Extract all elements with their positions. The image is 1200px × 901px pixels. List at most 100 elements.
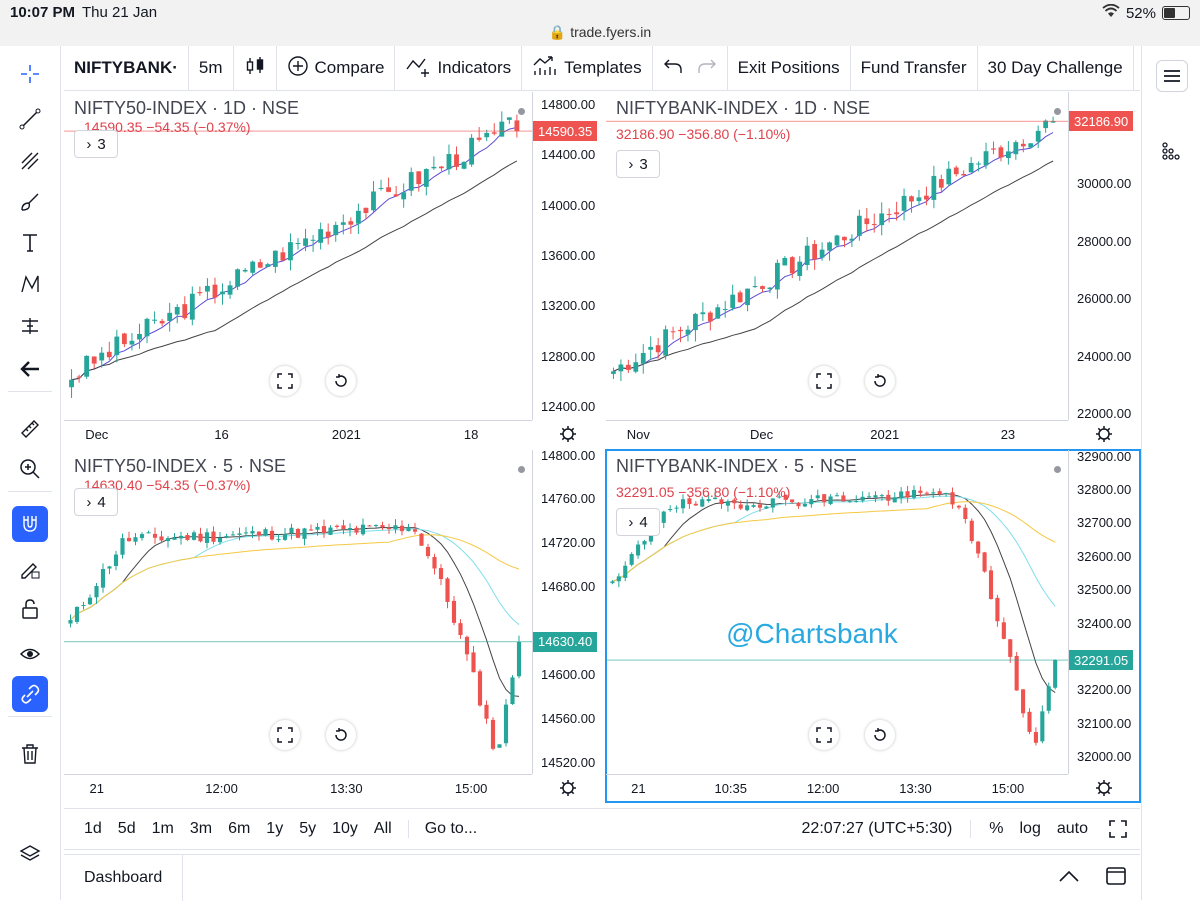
redo-icon[interactable] xyxy=(697,57,717,80)
pane-legend[interactable]: NIFTYBANK-INDEX · 1D · NSE xyxy=(616,98,871,118)
price-axis[interactable]: 14800.00 14760.00 14720.00 14680.00 14600.00… xyxy=(532,448,604,774)
expand-icon[interactable] xyxy=(269,720,300,750)
fund-transfer-button[interactable]: Fund Transfer xyxy=(851,46,978,90)
text-icon[interactable] xyxy=(12,224,48,260)
chart-style-button[interactable] xyxy=(234,46,277,90)
overflow-item[interactable]: S xyxy=(1134,46,1140,90)
settings-gear-icon[interactable] xyxy=(558,424,578,444)
address-bar[interactable]: 🔒 trade.fyers.in xyxy=(0,24,1200,41)
expand-icon[interactable] xyxy=(809,366,840,396)
log-label: log xyxy=(1019,820,1041,837)
link-icon[interactable] xyxy=(12,676,48,712)
price-chart[interactable] xyxy=(64,92,532,420)
reset-icon[interactable] xyxy=(865,366,896,396)
chart-pane-4[interactable]: NIFTYBANK-INDEX · 5 · NSE 32291.05 −356.8… xyxy=(605,449,1141,803)
moving-average-line xyxy=(613,132,1054,372)
range-10y[interactable]: 10y xyxy=(332,820,358,837)
settings-gear-icon[interactable] xyxy=(558,778,578,798)
expand-icon[interactable] xyxy=(269,366,300,396)
reset-icon[interactable] xyxy=(325,366,356,396)
range-5y[interactable]: 5y xyxy=(299,820,317,837)
range-1d[interactable]: 1d xyxy=(84,820,102,837)
price-axis[interactable]: 32900.00 32800.00 32700.00 32600.00 32500.00… xyxy=(1068,449,1140,774)
range-1m[interactable]: 1m xyxy=(151,820,174,837)
indicator-toggle-button[interactable]: › 3 xyxy=(74,130,118,158)
chart-pane-3[interactable]: NIFTY50-INDEX · 5 · NSE 14630.40 −54.35 (… xyxy=(64,448,604,802)
drawing-toolbar xyxy=(0,46,61,900)
maximize-panel-icon[interactable] xyxy=(1092,866,1140,890)
unlock-icon[interactable] xyxy=(12,591,48,627)
ruler-icon[interactable] xyxy=(12,411,48,447)
range-3m[interactable]: 3m xyxy=(189,820,213,837)
exchange-name: NSE xyxy=(833,98,871,118)
time-axis[interactable]: 21 10:35 12:00 13:30 15:00 xyxy=(606,774,1068,802)
compare-button[interactable]: Compare xyxy=(277,46,396,90)
layers-icon[interactable] xyxy=(12,836,48,872)
auto-toggle[interactable]: auto xyxy=(1049,820,1096,838)
symbol-search-button[interactable]: NIFTYBANK· xyxy=(64,46,189,90)
trash-icon[interactable] xyxy=(12,736,48,772)
pattern-icon[interactable] xyxy=(12,266,48,302)
clock-display[interactable]: 22:07:27 (UTC+5:30) xyxy=(784,820,972,838)
collapse-icon[interactable] xyxy=(1046,869,1092,888)
time-tick-label: 15:00 xyxy=(991,781,1025,796)
indicator-toggle-button[interactable]: › 4 xyxy=(74,488,118,516)
brush-icon[interactable] xyxy=(12,184,48,220)
time-axis[interactable]: 21 12:00 13:30 15:00 xyxy=(64,774,532,802)
price-axis[interactable]: 14800.00 14400.00 14000.00 13600.00 13200.00… xyxy=(532,92,604,420)
candle xyxy=(636,540,641,559)
menu-icon[interactable] xyxy=(1156,60,1188,92)
reset-icon[interactable] xyxy=(325,720,356,750)
interval-button[interactable]: 5m xyxy=(189,46,234,90)
log-toggle[interactable]: log xyxy=(1012,820,1049,838)
indicators-button[interactable]: Indicators xyxy=(395,46,523,90)
chart-pane-1[interactable]: NIFTY50-INDEX · 1D · NSE 14590.35 −54.35 … xyxy=(64,92,604,448)
goto-button[interactable]: Go to... xyxy=(409,820,493,838)
dashboard-tab[interactable]: Dashboard xyxy=(64,855,184,901)
range-all[interactable]: All xyxy=(373,820,392,837)
indicator-toggle-button[interactable]: › 4 xyxy=(616,508,660,536)
fullscreen-icon[interactable] xyxy=(1096,819,1140,839)
time-axis[interactable]: Dec 16 2021 18 xyxy=(64,420,532,448)
settings-gear-icon[interactable] xyxy=(1094,424,1114,444)
settings-gear-icon[interactable] xyxy=(1094,778,1114,798)
range-1y[interactable]: 1y xyxy=(266,820,284,837)
candle xyxy=(84,355,90,379)
moving-average-line xyxy=(70,526,520,697)
crosshair-icon[interactable] xyxy=(12,56,48,92)
percent-toggle[interactable]: % xyxy=(971,820,1011,838)
measure-icon[interactable] xyxy=(12,308,48,344)
object-tree-icon[interactable] xyxy=(1156,136,1186,166)
challenge-button[interactable]: 30 Day Challenge xyxy=(978,46,1134,90)
price-tick-label: 24000.00 xyxy=(1077,348,1132,364)
fib-icon[interactable] xyxy=(12,143,48,179)
eye-icon[interactable] xyxy=(12,636,48,672)
price-chart[interactable] xyxy=(606,92,1068,420)
candle xyxy=(905,485,910,503)
range-5d[interactable]: 5d xyxy=(117,820,136,837)
chart-pane-2[interactable]: NIFTYBANK-INDEX · 1D · NSE 32186.90 −356.… xyxy=(606,92,1140,448)
indicator-toggle-button[interactable]: › 3 xyxy=(616,150,660,178)
candle xyxy=(191,530,197,541)
exit-positions-button[interactable]: Exit Positions xyxy=(728,46,851,90)
expand-icon[interactable] xyxy=(809,720,840,750)
time-axis[interactable]: Nov Dec 2021 23 xyxy=(606,420,1068,448)
templates-button[interactable]: Templates xyxy=(522,46,653,90)
zoom-in-icon[interactable] xyxy=(12,451,48,487)
range-6m[interactable]: 6m xyxy=(228,820,251,837)
back-arrow-icon[interactable] xyxy=(12,351,48,387)
price-quote: 32291.05 −356.80 (−1.10%) xyxy=(616,484,790,500)
candle xyxy=(931,488,936,499)
candle xyxy=(751,501,756,508)
pane-legend[interactable]: NIFTYBANK-INDEX · 5 · NSE xyxy=(616,456,858,476)
magnet-icon[interactable] xyxy=(12,506,48,542)
price-chart[interactable] xyxy=(64,450,532,774)
trend-line-icon[interactable] xyxy=(12,101,48,137)
candle xyxy=(419,533,424,546)
undo-icon[interactable] xyxy=(663,57,683,80)
pane-legend[interactable]: NIFTY50-INDEX · 5 · NSE 14630.40 −54.35 (… xyxy=(74,456,287,493)
reset-icon[interactable] xyxy=(865,720,896,750)
price-axis[interactable]: 30000.00 28000.00 26000.00 24000.00 22000.00… xyxy=(1068,92,1140,421)
lock-pencil-icon[interactable] xyxy=(12,551,48,587)
candle xyxy=(1046,682,1051,714)
